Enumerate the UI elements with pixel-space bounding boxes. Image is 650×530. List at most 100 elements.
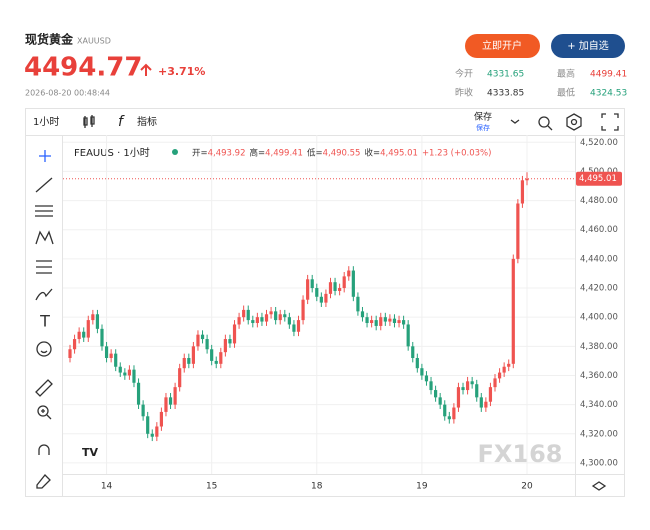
candle-body [488,387,493,402]
magnet-tool[interactable] [38,444,50,455]
projection-tool[interactable] [36,260,52,274]
candle-body [223,339,227,353]
candle-body [520,180,525,204]
tv-logo: TV [82,446,99,459]
candle-body [392,318,397,324]
candle-body [296,320,301,332]
candle-body [127,369,132,376]
candle-body [242,309,246,318]
add-watch-label[interactable]: + 加自选 [567,39,609,52]
x-tick-label: 14 [101,482,113,492]
candle-body [77,331,81,340]
candle-body [104,346,109,358]
candle-body [406,324,410,347]
legend-value: 4,493.92 [208,149,246,159]
y-tick-label: 4,360.00 [580,371,618,381]
candle-body [383,317,387,322]
candle-body [447,416,451,420]
fib-tool[interactable] [35,205,53,217]
replay-button[interactable] [538,116,553,131]
eraser-tool[interactable] [36,474,51,489]
brush-tool[interactable] [35,288,53,301]
x-tick-label: 15 [206,482,217,492]
settings-button[interactable] [566,113,582,131]
pattern-tool[interactable] [35,230,54,245]
zoom-tool[interactable] [37,405,52,420]
candle-body [164,397,168,412]
candle-body [324,293,328,303]
candle-body [516,203,520,259]
candle-body [434,390,438,398]
save-dropdown[interactable] [510,119,520,124]
candle-body [228,339,232,344]
save-button[interactable]: 保存 [474,111,492,123]
stat-value: 4333.85 [487,89,524,99]
crosshair-tool[interactable] [39,150,51,162]
fullscreen-button[interactable] [601,113,619,131]
candle-body [525,178,529,181]
candle-body [333,282,337,291]
candle-body [132,369,136,383]
y-tick-label: 4,440.00 [580,254,618,264]
candle-body [456,387,461,408]
last-price-tag [576,171,622,186]
stat-value: 4499.41 [590,70,627,80]
candle-body [424,375,429,382]
candle-body [370,320,374,324]
code: XAUUSD [77,37,111,46]
candle-body [278,314,282,321]
candle-body [493,378,497,388]
candle-body [237,317,241,325]
text-tool[interactable]: T [39,312,50,331]
add-watch-button[interactable] [551,34,625,58]
candle-body [338,288,342,291]
candle-type-button[interactable] [83,115,95,128]
candle-body [429,381,433,391]
indicators-button[interactable]: 指标 [137,115,157,128]
candle-body [264,314,269,322]
candle-body [283,314,287,318]
open-account-label[interactable]: 立即开户 [482,39,522,52]
legend-change: +1.23 (+0.03%) [422,149,492,159]
stat-label: 最低 [557,87,575,99]
candle-body [443,404,447,417]
change: +3.71% [158,65,205,78]
y-tick-label: 4,340.00 [580,400,618,410]
candle-body [150,433,154,437]
candle-body [420,368,424,376]
y-tick-label: 4,380.00 [580,342,618,352]
trend-line-tool[interactable] [35,177,53,193]
x-tick-label: 18 [311,482,323,492]
candle-body [91,314,95,321]
y-tick-label: 4,400.00 [580,313,618,323]
fx-icon[interactable]: f [118,114,125,130]
interval-button[interactable]: 1小时 [33,116,59,128]
candle-body [379,317,383,326]
candle-body [260,317,264,322]
candle-body [136,382,141,405]
legend-label: 低= [307,148,323,159]
candle-body [274,311,278,321]
candle-body [287,317,291,325]
open-account-button[interactable] [465,34,540,58]
legend-label: 收= [364,148,380,159]
candle-body [356,296,360,312]
candle-body [328,282,333,294]
ruler-tool[interactable] [35,379,53,397]
candle-body [118,366,122,373]
candle-body [173,387,177,405]
candle-body [246,309,250,321]
candle-body [82,331,86,338]
y-tick-label: 4,480.00 [580,196,618,206]
time-axis-settings[interactable] [591,481,607,491]
candle-body [141,404,145,417]
candle-body [470,381,474,385]
candle-body [269,311,273,315]
candle-body [306,279,310,300]
x-tick-label: 19 [416,482,428,492]
candle-body [123,372,127,376]
candle-body [187,357,191,364]
candle-body [155,426,159,437]
emoji-tool[interactable] [36,341,52,357]
